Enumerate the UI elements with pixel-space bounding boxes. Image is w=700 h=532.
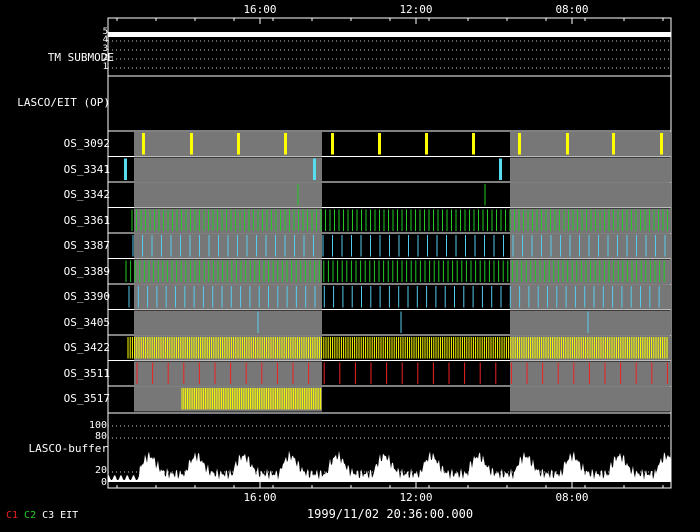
row-label-9: OS_3511 <box>63 367 110 380</box>
os3341-mark <box>124 158 127 180</box>
os3341-mark <box>313 158 316 180</box>
submode-level-4: 4 <box>102 35 108 45</box>
os3092-mark <box>142 133 145 155</box>
os3092-mark <box>378 133 381 155</box>
gray-band <box>510 183 671 208</box>
buffer-label: LASCO-buffer <box>28 442 108 455</box>
gray-band <box>510 157 671 182</box>
submode-level-2: 2 <box>102 53 108 63</box>
row-label-2: OS_3342 <box>63 188 110 201</box>
gray-band <box>134 285 322 310</box>
buffer-tick-100: 100 <box>88 420 107 431</box>
row-label-5: OS_3389 <box>63 265 110 278</box>
gray-band <box>510 361 671 386</box>
os3092-mark <box>284 133 287 155</box>
buffer-tick-20: 20 <box>94 465 107 476</box>
gray-band <box>134 208 322 233</box>
bottom-tick-3: 08:00 <box>555 491 589 504</box>
gray-band <box>510 387 671 412</box>
gray-band <box>134 157 322 182</box>
row-label-6: OS_3390 <box>63 290 110 303</box>
row-label-0: OS_3092 <box>63 137 110 150</box>
legend-c1: C1 <box>6 510 19 521</box>
row-label-7: OS_3405 <box>63 316 110 329</box>
os3092-mark <box>612 133 615 155</box>
tm-submode-label: TM SUBMODE <box>47 51 114 64</box>
top-tick-2: 12:00 <box>399 3 433 16</box>
gray-band <box>134 387 322 412</box>
legend-c3: C3 <box>42 510 55 521</box>
os3092-mark <box>566 133 569 155</box>
bottom-tick-1: 16:00 <box>243 491 277 504</box>
gray-band <box>134 183 322 208</box>
gray-band <box>134 336 322 361</box>
row-label-1: OS_3341 <box>63 163 110 176</box>
os3092-mark <box>518 133 521 155</box>
row-label-8: OS_3422 <box>63 341 110 354</box>
submode-level-5: 5 <box>102 27 108 37</box>
gray-band <box>134 132 322 157</box>
bottom-tick-2: 12:00 <box>399 491 433 504</box>
gray-band <box>510 234 671 259</box>
buffer-tick-0: 0 <box>100 477 107 488</box>
gray-band <box>134 259 322 284</box>
instrument-legend: C1 C2 C3 EIT <box>6 510 84 521</box>
row-label-10: OS_3517 <box>63 392 110 405</box>
timestamp: 1999/11/02 20:36:00.000 <box>306 507 474 521</box>
legend-eit: EIT <box>60 510 79 521</box>
top-tick-1: 16:00 <box>243 3 277 16</box>
gray-band <box>510 132 671 157</box>
os3092-mark <box>472 133 475 155</box>
buffer-waveform <box>108 450 671 482</box>
row-label-3: OS_3361 <box>63 214 110 227</box>
submode-bar <box>108 32 671 37</box>
os3092-mark <box>190 133 193 155</box>
lasco-eit-label: LASCO/EIT (OP) <box>17 96 110 109</box>
buffer-tick-80: 80 <box>94 431 107 442</box>
os3092-mark <box>331 133 334 155</box>
top-tick-3: 08:00 <box>555 3 589 16</box>
gray-band <box>510 310 671 335</box>
gray-band <box>134 310 322 335</box>
gray-band <box>134 361 322 386</box>
submode-level-3: 3 <box>102 44 108 54</box>
os3092-mark <box>660 133 663 155</box>
row-label-4: OS_3387 <box>63 239 110 252</box>
os3092-mark <box>237 133 240 155</box>
submode-level-1: 1 <box>102 62 108 72</box>
gray-band <box>510 285 671 310</box>
os3092-mark <box>425 133 428 155</box>
os3341-mark <box>499 158 502 180</box>
legend-c2: C2 <box>24 510 37 521</box>
